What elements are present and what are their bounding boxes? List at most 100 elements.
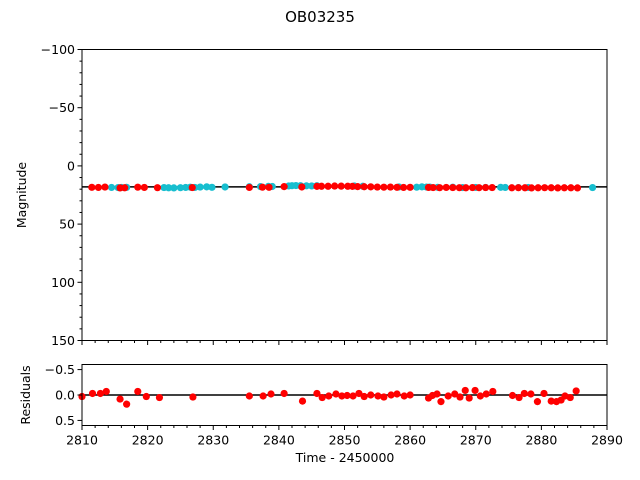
magnitude-point-s1 — [373, 183, 381, 191]
residual-point-s0 — [393, 390, 401, 398]
magnitude-point-s1 — [429, 183, 437, 192]
residual-point-s0 — [437, 398, 445, 406]
magnitude-point-s0 — [176, 184, 185, 192]
residual-point-s0 — [465, 394, 473, 402]
magnitude-point-s1 — [380, 183, 388, 191]
magnitude-point-s0 — [588, 183, 597, 192]
magnitude-point-s1 — [337, 182, 345, 190]
magnitude-point-s1 — [468, 183, 477, 192]
x-tick-label: 2850 — [329, 433, 361, 448]
residual-point-s0 — [123, 400, 131, 408]
magnitude-point-s1 — [442, 183, 450, 192]
magnitude-point-s1 — [406, 183, 414, 191]
magnitude-point-s1 — [393, 183, 401, 191]
y-tick-label: −100 — [41, 42, 75, 57]
magnitude-point-s1 — [324, 182, 332, 190]
magnitude-point-s1 — [541, 184, 549, 192]
x-tick-label: 2820 — [132, 433, 164, 448]
y-tick-label: 100 — [51, 275, 75, 290]
x-tick-label: 2830 — [197, 433, 229, 448]
residual-point-s0 — [456, 393, 464, 401]
residual-point-s0 — [88, 389, 97, 398]
magnitude-point-s1 — [449, 183, 457, 192]
residual-point-s0 — [355, 389, 363, 398]
magnitude-point-s1 — [88, 183, 96, 191]
residual-point-s0 — [433, 390, 441, 398]
residual-point-s0 — [515, 393, 523, 402]
magnitude-point-s1 — [121, 184, 129, 192]
y-tick-label: 0 — [67, 158, 75, 173]
magnitude-point-s0 — [501, 183, 509, 192]
y-tick-label: 0.5 — [55, 413, 75, 428]
residual-point-s0 — [280, 389, 288, 398]
magnitude-point-s1 — [134, 183, 142, 191]
magnitude-panel: −100 −50 0 50 100 150 Magnitude — [14, 42, 608, 348]
residual-point-s0 — [142, 392, 150, 401]
residual-point-s0 — [476, 392, 484, 400]
residual-point-s0 — [444, 392, 452, 400]
y-tick-label: 150 — [51, 333, 75, 348]
chart-title: OB03235 — [285, 8, 355, 26]
magnitude-point-s1 — [317, 182, 326, 190]
residual-point-s0 — [400, 392, 408, 400]
magnitude-point-s1 — [386, 183, 395, 191]
residual-point-s0 — [360, 392, 368, 401]
residual-point-s0 — [520, 389, 528, 398]
magnitude-x-axis — [81, 340, 608, 345]
residual-point-s0 — [461, 386, 469, 395]
residual-point-s0 — [155, 393, 164, 402]
x-tick-label: 2890 — [591, 433, 623, 448]
residual-point-s0 — [298, 397, 307, 405]
x-tick-label: 2860 — [394, 433, 426, 448]
residuals-panel: −0.50.00.5 2810 2820 2830 2840 2850 2860 2870 2… — [18, 362, 623, 465]
residual-point-s0 — [332, 390, 340, 398]
magnitude-point-s1 — [462, 184, 470, 192]
magnitude-point-s1 — [153, 184, 162, 192]
residual-point-s0 — [343, 391, 351, 400]
magnitude-point-s1 — [94, 183, 103, 192]
magnitude-point-s1 — [245, 183, 253, 192]
magnitude-point-s0 — [203, 183, 211, 191]
magnitude-point-s0 — [165, 184, 173, 192]
magnitude-point-s1 — [265, 183, 273, 191]
residual-point-s0 — [259, 392, 267, 400]
magnitude-point-s1 — [436, 184, 444, 192]
residuals-axis-label: Residuals — [18, 365, 33, 424]
magnitude-point-s1 — [534, 184, 542, 192]
magnitude-point-s1 — [521, 184, 529, 192]
magnitude-point-s0 — [196, 183, 204, 191]
residual-point-s0 — [338, 392, 346, 400]
residuals-y-axis: −0.5 0.0 0.5 — [45, 362, 82, 428]
residual-point-s0 — [387, 391, 395, 399]
residual-point-s0 — [116, 395, 124, 403]
residual-point-s0 — [540, 389, 548, 398]
x-tick-label: 2880 — [525, 433, 557, 448]
magnitude-point-s1 — [508, 184, 516, 192]
magnitude-point-s1 — [527, 184, 536, 192]
residual-point-s0 — [566, 393, 574, 402]
residual-marks — [78, 386, 607, 408]
residual-point-s0 — [267, 390, 275, 398]
magnitude-point-s1 — [367, 183, 375, 191]
x-tick-label: 2870 — [460, 433, 492, 448]
magnitude-point-s0 — [170, 184, 178, 192]
residual-point-s0 — [547, 397, 555, 405]
magnitude-point-s1 — [573, 184, 582, 192]
y-tick-label: 50 — [59, 217, 75, 232]
magnitude-marks — [82, 181, 607, 192]
magnitude-point-s0 — [308, 182, 316, 190]
y-tick-label: −0.5 — [45, 362, 75, 377]
magnitude-point-s1 — [331, 182, 339, 190]
magnitude-point-s0 — [208, 183, 216, 191]
residual-point-s0 — [533, 398, 542, 406]
residual-point-s0 — [374, 392, 382, 400]
magnitude-point-s1 — [188, 183, 196, 192]
residual-point-s0 — [134, 387, 142, 396]
residuals-x-axis: 2810 2820 2830 2840 2850 2860 2870 2880 2890 — [66, 425, 623, 448]
residual-point-s0 — [380, 393, 388, 401]
magnitude-point-s1 — [514, 184, 523, 192]
residual-point-s0 — [313, 389, 321, 398]
magnitude-y-axis: −100 −50 0 50 100 150 — [41, 42, 82, 348]
magnitude-axis-label: Magnitude — [14, 162, 29, 229]
